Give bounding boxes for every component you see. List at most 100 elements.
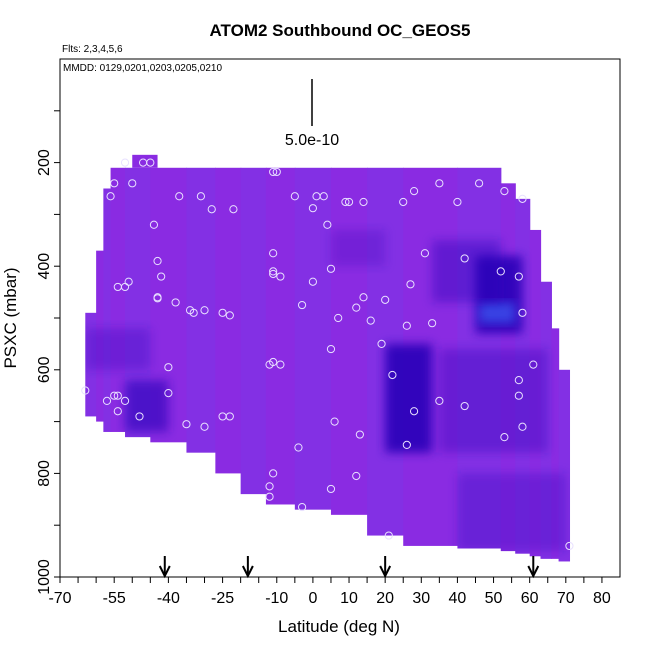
sample-point <box>200 306 209 315</box>
sample-point <box>326 344 336 354</box>
sample-point <box>113 407 122 416</box>
sample-point <box>269 469 278 478</box>
field-anomaly <box>432 240 501 303</box>
sample-point <box>153 256 162 266</box>
sample-point <box>120 158 130 167</box>
sample-point <box>384 531 393 540</box>
sample-point <box>420 249 430 258</box>
sample-point <box>341 197 350 207</box>
sample-point <box>352 303 361 312</box>
x-tick-label: -10 <box>265 590 288 607</box>
x-tick-label: 70 <box>557 590 575 607</box>
sample-point <box>229 205 238 214</box>
sample-point <box>272 167 281 177</box>
x-tick-label: -40 <box>157 590 180 607</box>
sample-point <box>290 192 299 201</box>
field-anomaly <box>479 302 516 324</box>
field-column <box>558 369 571 562</box>
sample-point <box>359 293 368 302</box>
sample-point <box>294 443 303 452</box>
sample-point <box>326 264 336 273</box>
sample-point <box>128 179 137 188</box>
field-anomalies <box>85 229 566 552</box>
flight-arrow <box>527 556 540 579</box>
sample-point <box>529 360 538 369</box>
scale-indicator: 5.0e-10 <box>285 79 339 149</box>
y-tick-label: 400 <box>36 253 53 280</box>
sample-point <box>352 471 361 481</box>
sample-point <box>409 407 419 416</box>
sample-point <box>196 192 206 201</box>
sample-point <box>514 391 523 400</box>
x-tick-label: -70 <box>48 590 71 607</box>
flight-arrow <box>158 556 171 579</box>
sample-point <box>113 282 122 292</box>
x-axis-label: Latitude (deg N) <box>278 617 400 636</box>
sample-point <box>435 179 444 188</box>
sample-point <box>269 267 278 276</box>
dates-label: MMDD: 0129,0201,0203,0205,0210 <box>63 63 222 74</box>
sample-point <box>334 313 343 323</box>
sample-point <box>164 389 173 398</box>
sample-point <box>225 311 234 320</box>
sample-point <box>102 396 112 405</box>
sample-point <box>514 272 523 281</box>
sample-point <box>355 430 364 439</box>
sample-point <box>164 363 173 372</box>
sample-point <box>377 339 386 348</box>
sample-point <box>474 179 484 188</box>
sample-point <box>496 267 505 276</box>
sample-point <box>330 417 339 426</box>
x-tick-label: 50 <box>485 590 503 607</box>
sample-point <box>218 308 227 317</box>
sample-point <box>276 272 285 281</box>
field-column <box>240 167 267 495</box>
x-tick-label: 60 <box>521 590 539 607</box>
sample-point <box>297 300 307 310</box>
y-tick-label: 1000 <box>36 559 53 595</box>
sample-point <box>175 192 184 201</box>
sample-point <box>359 197 368 207</box>
sample-point <box>265 482 274 491</box>
sample-point <box>110 391 119 400</box>
sample-point <box>406 280 415 289</box>
sample-point <box>319 192 328 201</box>
x-tick-label: 20 <box>376 590 394 607</box>
flights-label: Flts: 2,3,4,5,6 <box>62 44 123 55</box>
sample-point <box>135 412 144 421</box>
sample-point <box>518 422 527 431</box>
sample-point <box>366 316 375 325</box>
sample-point <box>428 319 437 328</box>
sample-point <box>269 269 278 279</box>
sample-point <box>269 357 278 367</box>
scale-label: 5.0e-10 <box>285 132 339 149</box>
sample-point <box>344 197 354 207</box>
sample-point <box>565 541 574 551</box>
sample-point <box>189 308 198 317</box>
sample-point <box>514 376 523 385</box>
sample-point <box>500 186 509 196</box>
sample-point <box>276 360 285 369</box>
sample-point <box>308 277 318 286</box>
sample-point <box>153 294 162 303</box>
sample-point <box>388 370 397 380</box>
sample-point <box>409 186 419 196</box>
sample-point <box>399 197 408 207</box>
sample-point <box>500 433 509 442</box>
plot-area: MMDD: 0129,0201,0203,0205,0210 5.0e-10 <box>59 58 621 579</box>
x-tick-label: 80 <box>593 590 611 607</box>
sample-point <box>402 440 411 450</box>
chart-title: ATOM2 Southbound OC_GEOS5 <box>210 21 471 40</box>
sample-point <box>146 158 155 167</box>
sample-points <box>81 158 574 551</box>
x-tick-label: 10 <box>340 590 358 607</box>
y-tick-label: 600 <box>36 356 53 383</box>
sample-point <box>171 298 180 307</box>
sample-point <box>157 272 166 281</box>
sample-point <box>326 484 336 494</box>
sample-point <box>269 249 278 258</box>
flight-arrow <box>241 556 254 579</box>
sample-point <box>225 412 234 421</box>
field-anomaly <box>85 328 151 370</box>
y-axis: 200 400 600 800 1000 <box>36 110 60 595</box>
